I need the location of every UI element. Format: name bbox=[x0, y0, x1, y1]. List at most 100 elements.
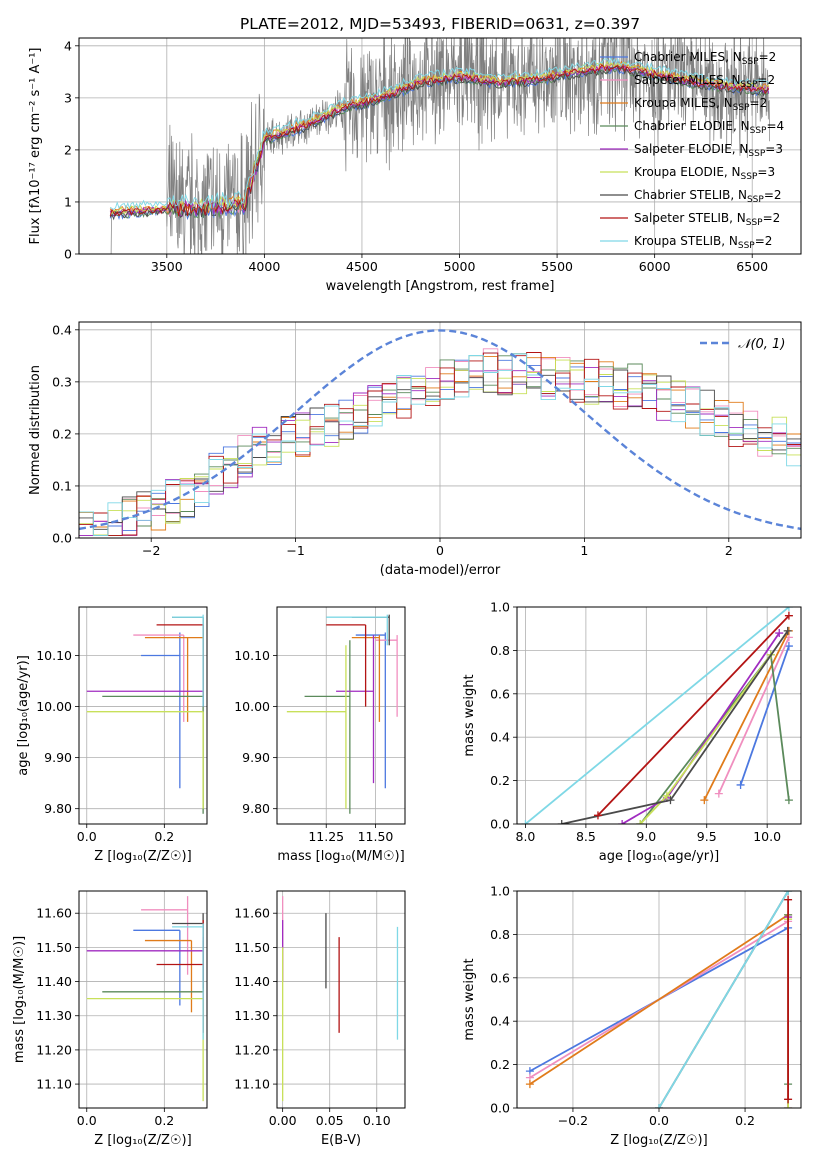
x-axis-label: E(B-V) bbox=[321, 1133, 361, 1148]
data-spectrum bbox=[110, 38, 770, 254]
histogram bbox=[79, 352, 801, 536]
marker bbox=[655, 1104, 663, 1108]
y-tick-label: 11.30 bbox=[36, 1008, 72, 1023]
x-axis-label: Z [log₁₀(Z/Z☉)] bbox=[94, 1133, 191, 1148]
y-tick-label: 0.2 bbox=[52, 426, 72, 441]
y-tick-label: 0.2 bbox=[490, 1057, 510, 1072]
y-tick-label: 9.80 bbox=[44, 801, 72, 816]
histogram bbox=[79, 348, 801, 536]
y-tick-label: 0.1 bbox=[52, 478, 72, 493]
histogram bbox=[79, 367, 801, 536]
x-tick-label: 5500 bbox=[541, 259, 573, 274]
legend-sub: SSP bbox=[741, 80, 758, 90]
marker bbox=[784, 1104, 793, 1108]
marker bbox=[662, 791, 671, 800]
x-tick-label: 0.0 bbox=[77, 1113, 97, 1128]
marker bbox=[784, 611, 793, 620]
marker bbox=[593, 811, 602, 820]
mass-weight-line bbox=[717, 637, 790, 794]
legend-label: Chabrier ELODIE, NSSP=4 bbox=[634, 119, 784, 136]
y-axis-label: mass weight bbox=[462, 958, 477, 1040]
plot-area bbox=[281, 896, 399, 1102]
y-tick-label: 0.0 bbox=[490, 817, 510, 832]
x-tick-label: 0 bbox=[436, 543, 444, 558]
legend-tail: =3 bbox=[765, 142, 783, 156]
y-tick-label: 10.10 bbox=[234, 648, 270, 663]
legend-sub: SSP bbox=[733, 103, 750, 113]
x-tick-label: 6000 bbox=[639, 259, 671, 274]
axes-age-vs-Z: 0.0 0.2 9.80 9.90 10.00 10.10 Z [log₁₀(Z/Z☉)] a… bbox=[16, 606, 208, 864]
y-tick-label: 4 bbox=[64, 38, 72, 53]
x-tick-label: 0.0 bbox=[649, 1113, 669, 1128]
legend-sub: SSP bbox=[741, 172, 758, 182]
y-tick-label: 11.20 bbox=[234, 1042, 270, 1057]
y-tick-label: 0.3 bbox=[52, 374, 72, 389]
legend-tail: =2 bbox=[763, 211, 781, 225]
model-spectrum bbox=[110, 60, 770, 215]
x-tick-label: −2 bbox=[142, 543, 160, 558]
x-tick-label: 9.5 bbox=[697, 829, 717, 844]
axes-residuals: −2 −1 0 1 2 0.0 0.1 0.2 0.3 0.4 (data-model)/error… bbox=[28, 321, 802, 578]
mass-weight-line bbox=[703, 630, 790, 801]
axes-mass-vs-Z: 0.0 0.2 11.10 11.20 11.30 11.40 11.50 11.60 Z [l… bbox=[12, 890, 208, 1148]
y-axis-label: mass [log₁₀(M/M☉)] bbox=[12, 936, 27, 1063]
marker bbox=[666, 796, 675, 805]
y-tick-label: 11.30 bbox=[234, 1008, 270, 1023]
y-tick-label: 1 bbox=[64, 194, 72, 209]
x-tick-label: 1 bbox=[580, 543, 588, 558]
x-axis-label: mass [log₁₀(M/M☉)] bbox=[277, 849, 404, 864]
axes-age-vs-mass: 11.25 11.50 9.80 9.90 10.00 10.10 mass [log₁₀(… bbox=[234, 606, 406, 864]
axes-frame bbox=[276, 890, 406, 1109]
y-tick-label: 0.4 bbox=[490, 730, 510, 745]
x-axis-label: wavelength [Angstrom, rest frame] bbox=[326, 279, 555, 294]
legend-label: Salpeter STELIB, NSSP=2 bbox=[634, 211, 780, 228]
plot-area bbox=[521, 607, 793, 824]
marker bbox=[784, 796, 793, 805]
marker bbox=[618, 820, 627, 824]
y-tick-label: 10.10 bbox=[36, 648, 72, 663]
y-tick-label: 11.50 bbox=[234, 940, 270, 955]
marker bbox=[521, 820, 530, 824]
y-tick-label: 11.20 bbox=[36, 1042, 72, 1057]
axes-massweight-vs-Z: −0.2 0.0 0.2 0.0 0.2 0.4 0.6 0.8 1.0 Z [log₁₀(Z/Z… bbox=[462, 884, 802, 1148]
axes-massweight-vs-age: 8.0 8.5 9.0 9.5 10.0 0.0 0.2 0.4 0.6 0.8 1.0 age [l… bbox=[462, 600, 802, 864]
y-tick-label: 11.50 bbox=[36, 940, 72, 955]
x-axis-label: age [log₁₀(age/yr)] bbox=[599, 849, 720, 864]
marker bbox=[784, 895, 793, 904]
mass-weight-line bbox=[639, 652, 790, 824]
legend-tail: =2 bbox=[755, 234, 773, 248]
mass-weight-line bbox=[621, 632, 780, 824]
axes-mass-vs-ebv: 0.00 0.05 0.10 11.10 11.20 11.30 11.40 11.50 11.… bbox=[234, 890, 406, 1148]
marker bbox=[784, 1095, 793, 1104]
marker bbox=[700, 796, 709, 805]
histogram bbox=[79, 369, 801, 530]
x-tick-label: 8.5 bbox=[576, 829, 596, 844]
legend-sub: SSP bbox=[746, 218, 763, 228]
normal-curve bbox=[79, 329, 801, 531]
x-tick-label: 2 bbox=[725, 543, 733, 558]
x-tick-label: 0.2 bbox=[735, 1113, 755, 1128]
y-tick-label: 10.00 bbox=[234, 699, 270, 714]
plot-area bbox=[86, 896, 204, 1102]
y-tick-label: 0.0 bbox=[490, 1101, 510, 1116]
legend-label: Salpeter ELODIE, NSSP=3 bbox=[634, 142, 783, 159]
marker bbox=[784, 607, 793, 611]
y-axis-label: age [log₁₀(age/yr)] bbox=[16, 655, 31, 776]
y-tick-label: 9.80 bbox=[242, 801, 270, 816]
legend-sub: SSP bbox=[742, 57, 759, 67]
y-tick-label: 0.8 bbox=[490, 643, 510, 658]
plot-area bbox=[109, 38, 770, 254]
marker bbox=[714, 789, 723, 798]
x-tick-label: 0.05 bbox=[316, 1113, 344, 1128]
figure-title: PLATE=2012, MJD=53493, FIBERID=0631, z=0… bbox=[240, 15, 640, 33]
x-tick-label: 8.0 bbox=[516, 829, 536, 844]
x-tick-label: 10.0 bbox=[753, 829, 781, 844]
x-tick-label: 4500 bbox=[346, 259, 378, 274]
x-tick-label: 4000 bbox=[248, 259, 280, 274]
legend-sub: SSP bbox=[750, 126, 767, 136]
histogram bbox=[79, 356, 801, 536]
y-tick-label: 0.4 bbox=[490, 1014, 510, 1029]
legend-tail: =2 bbox=[764, 188, 782, 202]
plot-area bbox=[79, 329, 801, 536]
y-tick-label: 11.10 bbox=[36, 1077, 72, 1092]
